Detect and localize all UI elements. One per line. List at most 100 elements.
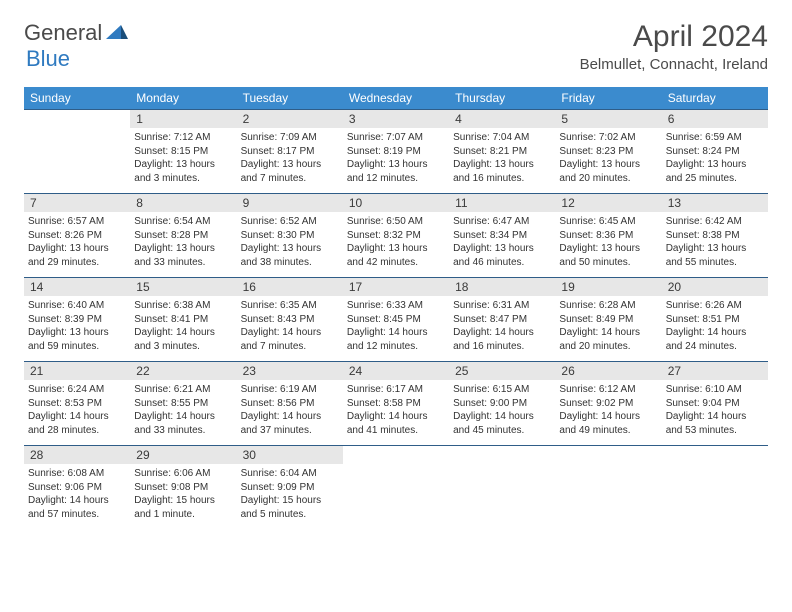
sunrise-text: Sunrise: 6:45 AM — [559, 215, 657, 229]
day-number: 22 — [130, 362, 236, 380]
sunrise-text: Sunrise: 6:15 AM — [453, 383, 551, 397]
day-number: 24 — [343, 362, 449, 380]
day-content: Sunrise: 6:08 AMSunset: 9:06 PMDaylight:… — [24, 464, 130, 525]
daylight-text: Daylight: 13 hours and 12 minutes. — [347, 158, 445, 185]
day-cell: 22Sunrise: 6:21 AMSunset: 8:55 PMDayligh… — [130, 362, 236, 446]
day-cell: 20Sunrise: 6:26 AMSunset: 8:51 PMDayligh… — [662, 278, 768, 362]
day-content: Sunrise: 6:40 AMSunset: 8:39 PMDaylight:… — [24, 296, 130, 357]
brand-triangle-icon — [106, 23, 128, 44]
sunset-text: Sunset: 9:04 PM — [666, 397, 764, 411]
day-cell: 29Sunrise: 6:06 AMSunset: 9:08 PMDayligh… — [130, 446, 236, 530]
sunset-text: Sunset: 8:53 PM — [28, 397, 126, 411]
daylight-text: Daylight: 13 hours and 59 minutes. — [28, 326, 126, 353]
day-number: 15 — [130, 278, 236, 296]
day-number: 23 — [237, 362, 343, 380]
day-number: 8 — [130, 194, 236, 212]
day-cell: 25Sunrise: 6:15 AMSunset: 9:00 PMDayligh… — [449, 362, 555, 446]
day-number: 28 — [24, 446, 130, 464]
sunrise-text: Sunrise: 7:04 AM — [453, 131, 551, 145]
day-cell: 26Sunrise: 6:12 AMSunset: 9:02 PMDayligh… — [555, 362, 661, 446]
sunset-text: Sunset: 8:58 PM — [347, 397, 445, 411]
day-content: Sunrise: 6:33 AMSunset: 8:45 PMDaylight:… — [343, 296, 449, 357]
day-number: 1 — [130, 110, 236, 128]
day-content: Sunrise: 6:21 AMSunset: 8:55 PMDaylight:… — [130, 380, 236, 441]
sunrise-text: Sunrise: 6:50 AM — [347, 215, 445, 229]
day-content: Sunrise: 6:24 AMSunset: 8:53 PMDaylight:… — [24, 380, 130, 441]
calendar-row: 14Sunrise: 6:40 AMSunset: 8:39 PMDayligh… — [24, 278, 768, 362]
sunset-text: Sunset: 8:26 PM — [28, 229, 126, 243]
sunset-text: Sunset: 8:56 PM — [241, 397, 339, 411]
day-content: Sunrise: 7:04 AMSunset: 8:21 PMDaylight:… — [449, 128, 555, 189]
day-cell: 6Sunrise: 6:59 AMSunset: 8:24 PMDaylight… — [662, 110, 768, 194]
day-number: 13 — [662, 194, 768, 212]
sunset-text: Sunset: 8:43 PM — [241, 313, 339, 327]
calendar-table: Sunday Monday Tuesday Wednesday Thursday… — [24, 87, 768, 530]
brand-logo: General — [24, 20, 130, 46]
sunrise-text: Sunrise: 6:24 AM — [28, 383, 126, 397]
day-number: 5 — [555, 110, 661, 128]
sunrise-text: Sunrise: 7:07 AM — [347, 131, 445, 145]
daylight-text: Daylight: 14 hours and 12 minutes. — [347, 326, 445, 353]
day-content: Sunrise: 6:35 AMSunset: 8:43 PMDaylight:… — [237, 296, 343, 357]
weekday-header: Wednesday — [343, 87, 449, 110]
weekday-header: Friday — [555, 87, 661, 110]
daylight-text: Daylight: 14 hours and 28 minutes. — [28, 410, 126, 437]
day-number: 9 — [237, 194, 343, 212]
day-content: Sunrise: 6:26 AMSunset: 8:51 PMDaylight:… — [662, 296, 768, 357]
sunrise-text: Sunrise: 6:04 AM — [241, 467, 339, 481]
sunset-text: Sunset: 9:06 PM — [28, 481, 126, 495]
sunset-text: Sunset: 8:15 PM — [134, 145, 232, 159]
weekday-header: Tuesday — [237, 87, 343, 110]
weekday-header: Saturday — [662, 87, 768, 110]
day-content: Sunrise: 6:57 AMSunset: 8:26 PMDaylight:… — [24, 212, 130, 273]
day-number: 6 — [662, 110, 768, 128]
empty-cell — [662, 446, 768, 530]
sunset-text: Sunset: 8:19 PM — [347, 145, 445, 159]
calendar-row: 21Sunrise: 6:24 AMSunset: 8:53 PMDayligh… — [24, 362, 768, 446]
sunrise-text: Sunrise: 6:08 AM — [28, 467, 126, 481]
title-block: April 2024 Belmullet, Connacht, Ireland — [580, 20, 768, 73]
daylight-text: Daylight: 14 hours and 57 minutes. — [28, 494, 126, 521]
empty-cell — [449, 446, 555, 530]
sunset-text: Sunset: 8:51 PM — [666, 313, 764, 327]
daylight-text: Daylight: 14 hours and 37 minutes. — [241, 410, 339, 437]
sunrise-text: Sunrise: 6:38 AM — [134, 299, 232, 313]
weekday-header: Monday — [130, 87, 236, 110]
day-number: 3 — [343, 110, 449, 128]
sunrise-text: Sunrise: 6:57 AM — [28, 215, 126, 229]
day-content: Sunrise: 6:38 AMSunset: 8:41 PMDaylight:… — [130, 296, 236, 357]
day-number: 16 — [237, 278, 343, 296]
daylight-text: Daylight: 14 hours and 7 minutes. — [241, 326, 339, 353]
daylight-text: Daylight: 14 hours and 41 minutes. — [347, 410, 445, 437]
empty-cell — [24, 110, 130, 194]
day-number: 11 — [449, 194, 555, 212]
day-number: 4 — [449, 110, 555, 128]
sunset-text: Sunset: 9:00 PM — [453, 397, 551, 411]
daylight-text: Daylight: 15 hours and 5 minutes. — [241, 494, 339, 521]
day-cell: 15Sunrise: 6:38 AMSunset: 8:41 PMDayligh… — [130, 278, 236, 362]
day-cell: 21Sunrise: 6:24 AMSunset: 8:53 PMDayligh… — [24, 362, 130, 446]
sunrise-text: Sunrise: 6:28 AM — [559, 299, 657, 313]
day-number: 17 — [343, 278, 449, 296]
day-cell: 16Sunrise: 6:35 AMSunset: 8:43 PMDayligh… — [237, 278, 343, 362]
calendar-row: 1Sunrise: 7:12 AMSunset: 8:15 PMDaylight… — [24, 110, 768, 194]
day-content: Sunrise: 7:09 AMSunset: 8:17 PMDaylight:… — [237, 128, 343, 189]
empty-cell — [343, 446, 449, 530]
day-cell: 8Sunrise: 6:54 AMSunset: 8:28 PMDaylight… — [130, 194, 236, 278]
day-number: 2 — [237, 110, 343, 128]
calendar-body: 1Sunrise: 7:12 AMSunset: 8:15 PMDaylight… — [24, 110, 768, 530]
sunrise-text: Sunrise: 6:21 AM — [134, 383, 232, 397]
day-cell: 9Sunrise: 6:52 AMSunset: 8:30 PMDaylight… — [237, 194, 343, 278]
brand-text-2: Blue — [26, 46, 70, 71]
sunset-text: Sunset: 8:39 PM — [28, 313, 126, 327]
daylight-text: Daylight: 13 hours and 50 minutes. — [559, 242, 657, 269]
day-cell: 3 Sunrise: 7:07 AMSunset: 8:19 PMDaylight… — [343, 110, 449, 194]
day-content: Sunrise: 6:59 AMSunset: 8:24 PMDaylight:… — [662, 128, 768, 189]
location-text: Belmullet, Connacht, Ireland — [580, 56, 768, 73]
day-number: 7 — [24, 194, 130, 212]
day-cell: 23Sunrise: 6:19 AMSunset: 8:56 PMDayligh… — [237, 362, 343, 446]
day-cell: 2Sunrise: 7:09 AMSunset: 8:17 PMDaylight… — [237, 110, 343, 194]
sunrise-text: Sunrise: 6:31 AM — [453, 299, 551, 313]
day-cell: 7Sunrise: 6:57 AMSunset: 8:26 PMDaylight… — [24, 194, 130, 278]
daylight-text: Daylight: 14 hours and 45 minutes. — [453, 410, 551, 437]
